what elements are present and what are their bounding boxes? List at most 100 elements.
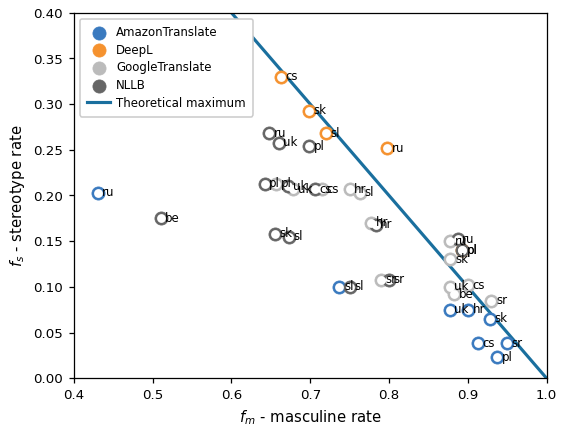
Text: ru: ru bbox=[274, 127, 286, 140]
Point bbox=[304, 107, 313, 114]
Text: sk: sk bbox=[494, 312, 507, 325]
Point bbox=[366, 219, 375, 226]
Point bbox=[445, 283, 454, 290]
Point bbox=[274, 139, 283, 146]
Text: sk: sk bbox=[280, 228, 293, 241]
Point bbox=[272, 180, 281, 187]
Text: pl: pl bbox=[270, 177, 280, 190]
Point bbox=[377, 276, 386, 283]
Point bbox=[473, 340, 483, 347]
Legend: AmazonTranslate, DeepL, GoogleTranslate, NLLB, Theoretical maximum: AmazonTranslate, DeepL, GoogleTranslate,… bbox=[80, 19, 253, 117]
Text: uk: uk bbox=[284, 136, 298, 149]
Text: ru: ru bbox=[462, 233, 475, 246]
Text: hr: hr bbox=[354, 183, 367, 196]
Text: sk: sk bbox=[314, 104, 327, 117]
Point bbox=[450, 291, 459, 298]
Point bbox=[355, 189, 364, 196]
Point bbox=[321, 130, 331, 137]
Text: sl: sl bbox=[294, 230, 303, 243]
Text: sr: sr bbox=[394, 273, 405, 286]
Point bbox=[473, 340, 483, 347]
Text: sr: sr bbox=[512, 337, 523, 350]
Point bbox=[445, 306, 454, 313]
Point bbox=[446, 256, 455, 263]
Point bbox=[453, 236, 462, 243]
Point bbox=[382, 144, 391, 151]
Point bbox=[335, 283, 344, 290]
Point bbox=[355, 189, 364, 196]
Text: hr: hr bbox=[380, 218, 393, 231]
Text: sl: sl bbox=[354, 281, 364, 293]
Point bbox=[335, 283, 344, 290]
Point bbox=[366, 219, 375, 226]
Point bbox=[284, 233, 293, 240]
Point bbox=[445, 283, 454, 290]
Text: hr: hr bbox=[472, 303, 485, 316]
Point bbox=[265, 130, 274, 137]
Point bbox=[265, 130, 274, 137]
Point bbox=[385, 276, 394, 283]
Text: cs: cs bbox=[472, 278, 485, 291]
Point bbox=[463, 306, 472, 313]
Text: pl: pl bbox=[467, 244, 478, 257]
X-axis label: $f_m$ - masculine rate: $f_m$ - masculine rate bbox=[239, 408, 381, 427]
Point bbox=[385, 276, 394, 283]
Point bbox=[288, 186, 297, 193]
Point bbox=[463, 281, 472, 288]
Point bbox=[304, 143, 313, 150]
Point bbox=[270, 231, 279, 238]
Point bbox=[260, 180, 269, 187]
Point bbox=[371, 221, 380, 228]
Y-axis label: $f_s$ - stereotype rate: $f_s$ - stereotype rate bbox=[8, 124, 27, 267]
Point bbox=[445, 238, 454, 244]
Text: ru: ru bbox=[392, 141, 404, 154]
Text: cs: cs bbox=[320, 183, 332, 196]
Point bbox=[274, 139, 283, 146]
Point bbox=[304, 107, 313, 114]
Point bbox=[445, 306, 454, 313]
Point bbox=[453, 236, 462, 243]
Text: uk: uk bbox=[293, 180, 307, 193]
Text: sl: sl bbox=[364, 186, 374, 199]
Point bbox=[304, 143, 313, 150]
Point bbox=[458, 247, 467, 254]
Text: sk: sk bbox=[455, 253, 468, 266]
Point bbox=[260, 180, 269, 187]
Point bbox=[371, 221, 380, 228]
Point bbox=[377, 276, 386, 283]
Point bbox=[310, 186, 319, 193]
Text: cs: cs bbox=[327, 183, 340, 196]
Text: be: be bbox=[166, 212, 180, 225]
Point bbox=[492, 354, 501, 361]
Point bbox=[318, 186, 327, 193]
Text: sr: sr bbox=[386, 273, 397, 286]
Point bbox=[93, 189, 102, 196]
Point bbox=[492, 354, 501, 361]
Point bbox=[284, 183, 293, 190]
Point bbox=[156, 215, 165, 222]
Point bbox=[458, 247, 467, 254]
Text: cs: cs bbox=[286, 70, 298, 83]
Point bbox=[345, 186, 354, 193]
Text: sr: sr bbox=[496, 294, 507, 307]
Point bbox=[277, 74, 286, 80]
Text: pl: pl bbox=[281, 177, 292, 190]
Point bbox=[445, 238, 454, 244]
Text: sl: sl bbox=[331, 127, 340, 140]
Point bbox=[485, 315, 494, 322]
Point bbox=[503, 340, 512, 347]
Point bbox=[450, 291, 459, 298]
Point bbox=[503, 340, 512, 347]
Point bbox=[270, 231, 279, 238]
Point bbox=[156, 215, 165, 222]
Point bbox=[284, 233, 293, 240]
Point bbox=[318, 186, 327, 193]
Point bbox=[310, 186, 319, 193]
Point bbox=[463, 281, 472, 288]
Text: uk: uk bbox=[454, 281, 469, 293]
Point bbox=[93, 189, 102, 196]
Point bbox=[446, 256, 455, 263]
Point bbox=[487, 297, 496, 304]
Point bbox=[321, 130, 331, 137]
Text: pl: pl bbox=[502, 351, 512, 364]
